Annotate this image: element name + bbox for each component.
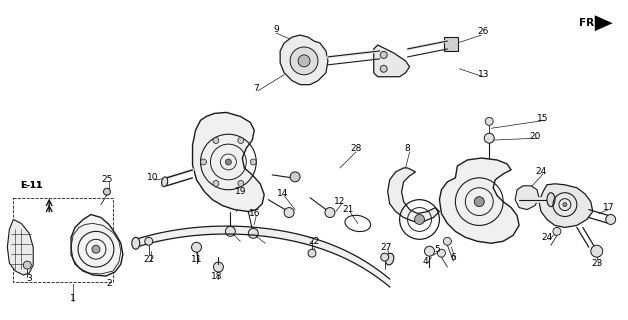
Text: 10: 10 (147, 173, 158, 182)
Circle shape (381, 253, 389, 261)
Circle shape (238, 138, 244, 143)
Circle shape (284, 208, 294, 218)
Text: 14: 14 (276, 189, 288, 198)
Circle shape (290, 47, 318, 75)
Polygon shape (515, 186, 539, 210)
Text: 7: 7 (253, 84, 259, 93)
Ellipse shape (132, 237, 140, 249)
Circle shape (591, 245, 603, 257)
Circle shape (213, 138, 219, 143)
Text: 20: 20 (529, 132, 541, 141)
Text: 23: 23 (591, 259, 602, 268)
Polygon shape (595, 15, 613, 31)
Circle shape (553, 228, 561, 235)
Text: 25: 25 (101, 175, 112, 184)
Circle shape (438, 249, 445, 257)
Circle shape (213, 180, 219, 187)
Text: 12: 12 (334, 197, 345, 206)
Text: 2: 2 (106, 279, 112, 288)
Text: 24: 24 (541, 233, 553, 242)
Polygon shape (71, 214, 123, 276)
Circle shape (380, 52, 387, 58)
Text: 5: 5 (435, 245, 440, 254)
Polygon shape (440, 158, 519, 243)
Circle shape (225, 159, 231, 165)
Text: FR.: FR. (579, 18, 598, 28)
Circle shape (474, 197, 484, 207)
Text: 17: 17 (603, 203, 614, 212)
Text: 19: 19 (235, 187, 246, 196)
Polygon shape (280, 35, 328, 85)
Circle shape (298, 55, 310, 67)
Text: 9: 9 (273, 25, 279, 34)
Text: 16: 16 (249, 209, 260, 218)
Circle shape (225, 227, 236, 236)
Circle shape (92, 245, 100, 253)
Circle shape (200, 159, 207, 165)
Circle shape (484, 133, 494, 143)
Circle shape (605, 214, 615, 224)
Text: 6: 6 (450, 253, 457, 262)
Text: 13: 13 (477, 70, 489, 79)
Polygon shape (8, 220, 33, 275)
Text: E-11: E-11 (20, 181, 43, 190)
Ellipse shape (386, 253, 394, 265)
Text: 15: 15 (537, 114, 549, 123)
Text: 28: 28 (350, 144, 362, 153)
Text: 21: 21 (342, 205, 354, 214)
Bar (13, 198, 113, 282)
Circle shape (214, 262, 224, 272)
Circle shape (425, 246, 435, 256)
Ellipse shape (547, 193, 555, 207)
Text: 26: 26 (477, 27, 489, 36)
Circle shape (563, 203, 567, 207)
Circle shape (251, 159, 256, 165)
Circle shape (308, 249, 316, 257)
Polygon shape (539, 184, 593, 228)
Circle shape (238, 180, 244, 187)
Circle shape (248, 228, 258, 238)
Polygon shape (387, 168, 440, 221)
Circle shape (290, 172, 300, 182)
Ellipse shape (161, 177, 168, 187)
Circle shape (325, 208, 335, 218)
Bar (445, 37, 458, 51)
Text: 4: 4 (423, 257, 428, 266)
Text: 24: 24 (535, 167, 546, 176)
Circle shape (144, 237, 153, 245)
Text: 3: 3 (26, 275, 32, 284)
Text: 18: 18 (210, 272, 222, 282)
Circle shape (23, 261, 31, 269)
Polygon shape (374, 45, 409, 77)
Text: 1: 1 (70, 294, 76, 303)
Text: 11: 11 (191, 255, 202, 264)
Text: 22: 22 (143, 255, 154, 264)
Text: 22: 22 (308, 237, 320, 246)
Circle shape (380, 65, 387, 72)
Circle shape (443, 237, 452, 245)
Text: E-11: E-11 (20, 181, 43, 190)
Polygon shape (193, 112, 264, 212)
Circle shape (192, 242, 202, 252)
Text: 8: 8 (404, 144, 411, 153)
Text: 27: 27 (380, 243, 391, 252)
Circle shape (414, 214, 425, 224)
Circle shape (104, 188, 111, 195)
Circle shape (485, 117, 493, 125)
